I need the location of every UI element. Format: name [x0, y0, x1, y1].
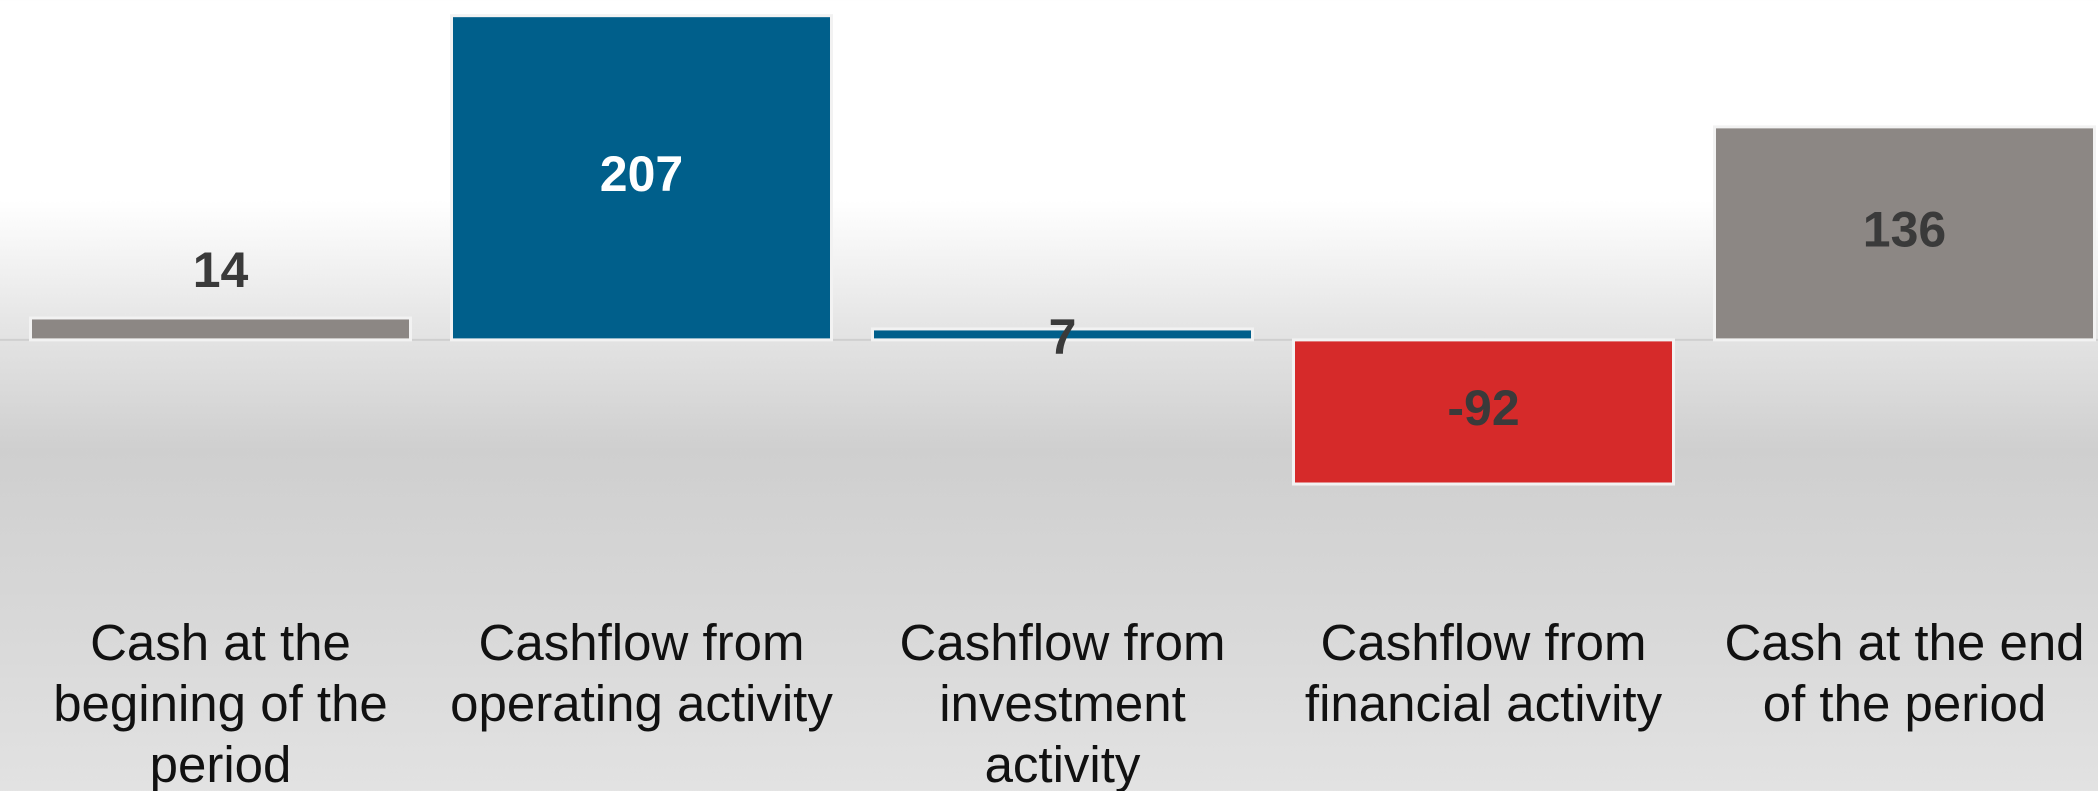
- value-label: 207: [600, 146, 683, 202]
- page: 142077-92136 (() => { const data = JSON.…: [0, 0, 2098, 791]
- x-tick-label: Cash at the begining of the period: [21, 612, 421, 791]
- value-label: -92: [1447, 380, 1519, 436]
- bar: [31, 318, 411, 340]
- x-tick-label: Cashflow from operating activity: [442, 612, 842, 734]
- value-label: 7: [1049, 309, 1077, 365]
- value-label: 136: [1863, 202, 1946, 258]
- x-tick-label: Cashflow from financial activity: [1284, 612, 1684, 734]
- x-tick-label: Cash at the end of the period: [1705, 612, 2098, 734]
- x-tick-label: Cashflow from investment activity: [863, 612, 1263, 791]
- value-label: 14: [193, 242, 249, 298]
